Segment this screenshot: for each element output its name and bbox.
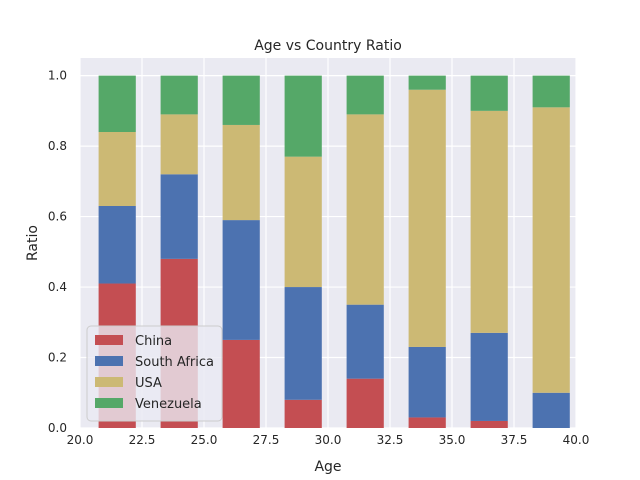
legend-swatch-china [95,335,123,345]
bar-venezuela [408,75,446,90]
x-tick-label: 35.0 [439,433,466,447]
bar-china [346,378,384,428]
y-tick-label: 0.8 [48,139,67,153]
x-axis-label: Age [314,459,341,475]
x-tick-label: 40.0 [563,433,590,447]
legend: China South Africa USA Venezuela [86,325,223,422]
bar-south-africa [408,346,446,418]
bar-south-africa [222,220,260,340]
legend-swatch-south-africa [95,356,123,366]
y-tick-labels: 0.0 0.2 0.4 0.6 0.8 1.0 [48,69,67,435]
bar-south-africa [284,287,322,400]
bar-usa [160,114,198,175]
bar-south-africa [160,174,198,259]
legend-label: South Africa [135,355,214,370]
y-tick-label: 0.6 [48,210,67,224]
x-tick-label: 37.5 [501,433,528,447]
legend-label: China [135,334,172,349]
bar-south-africa [98,206,136,284]
y-tick-label: 1.0 [48,69,67,83]
bar-venezuela [346,75,384,115]
legend-label: Venezuela [135,397,202,412]
bar-usa [346,114,384,305]
bar-venezuela [98,75,136,132]
bar-usa [470,110,508,333]
y-axis-label: Ratio [25,225,41,261]
bar-venezuela [470,75,508,111]
x-tick-label: 32.5 [377,433,404,447]
bar-china [470,420,508,428]
bar-south-africa [470,332,508,421]
x-tick-label: 30.0 [315,433,342,447]
legend-label: USA [135,376,162,391]
bar-venezuela [532,75,570,108]
bar-south-africa [346,304,384,379]
x-tick-label: 20.0 [67,433,94,447]
x-tick-label: 27.5 [253,433,280,447]
x-tick-label: 22.5 [129,433,156,447]
bar-usa [222,124,260,221]
y-tick-label: 0.0 [48,421,67,435]
bar-usa [408,89,446,347]
bar-venezuela [284,75,322,157]
bar-usa [284,156,322,288]
bar-south-africa [532,392,570,428]
bar-usa [98,132,136,206]
legend-swatch-venezuela [95,398,123,408]
y-tick-label: 0.4 [48,280,67,294]
x-tick-label: 25.0 [191,433,218,447]
chart-title: Age vs Country Ratio [254,38,402,54]
bar-china [408,417,446,428]
y-tick-label: 0.2 [48,351,67,365]
bar-china [222,339,260,428]
x-tick-labels: 20.0 22.5 25.0 27.5 30.0 32.5 35.0 37.5 40.0 [67,433,590,447]
bar-venezuela [222,75,260,125]
legend-frame [86,325,223,422]
bar-venezuela [160,75,198,115]
bar-usa [532,107,570,393]
legend-swatch-usa [95,377,123,387]
bar-china [284,399,322,428]
